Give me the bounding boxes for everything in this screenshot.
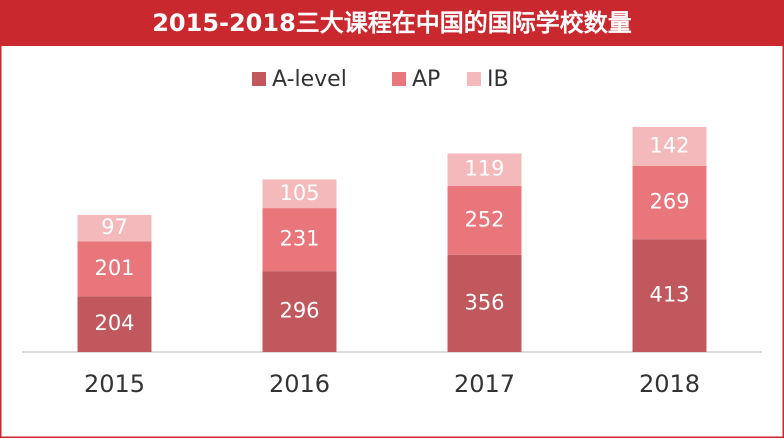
legend-swatch (252, 72, 266, 86)
legend-label: IB (487, 67, 509, 92)
bar-segment (632, 165, 707, 240)
legend-swatch (467, 72, 481, 86)
bar-segment (632, 239, 707, 352)
bar-segment (77, 241, 152, 297)
x-tick-label: 2016 (269, 370, 330, 398)
legend-swatch (392, 72, 406, 86)
bar-segment (632, 127, 707, 166)
data-label: 231 (279, 227, 319, 251)
x-tick-label: 2018 (639, 370, 700, 398)
bar-segment (262, 208, 337, 272)
data-label: 413 (649, 283, 689, 307)
bar-segment (262, 179, 337, 209)
bar-segment (77, 214, 152, 242)
bar-segment (447, 185, 522, 255)
title-banner (0, 0, 784, 46)
x-tick-label: 2017 (454, 370, 515, 398)
data-label: 142 (649, 133, 689, 157)
data-label: 119 (464, 157, 504, 181)
bar-segment (77, 296, 152, 352)
data-label: 204 (94, 311, 134, 335)
x-tick-label: 2015 (84, 370, 145, 398)
bar-segment (262, 271, 337, 352)
bar-segment (447, 254, 522, 352)
data-label: 296 (279, 299, 319, 323)
data-label: 252 (464, 207, 504, 231)
data-label: 269 (649, 190, 689, 214)
data-label: 356 (464, 290, 504, 314)
data-label: 201 (94, 256, 134, 280)
legend-label: A-level (272, 67, 347, 92)
bar-segment (447, 153, 522, 186)
data-label: 105 (279, 181, 319, 205)
data-label: 97 (101, 215, 128, 239)
legend-label: AP (412, 67, 440, 92)
chart-title: 2015-2018三大课程在中国的国际学校数量 (152, 9, 632, 37)
